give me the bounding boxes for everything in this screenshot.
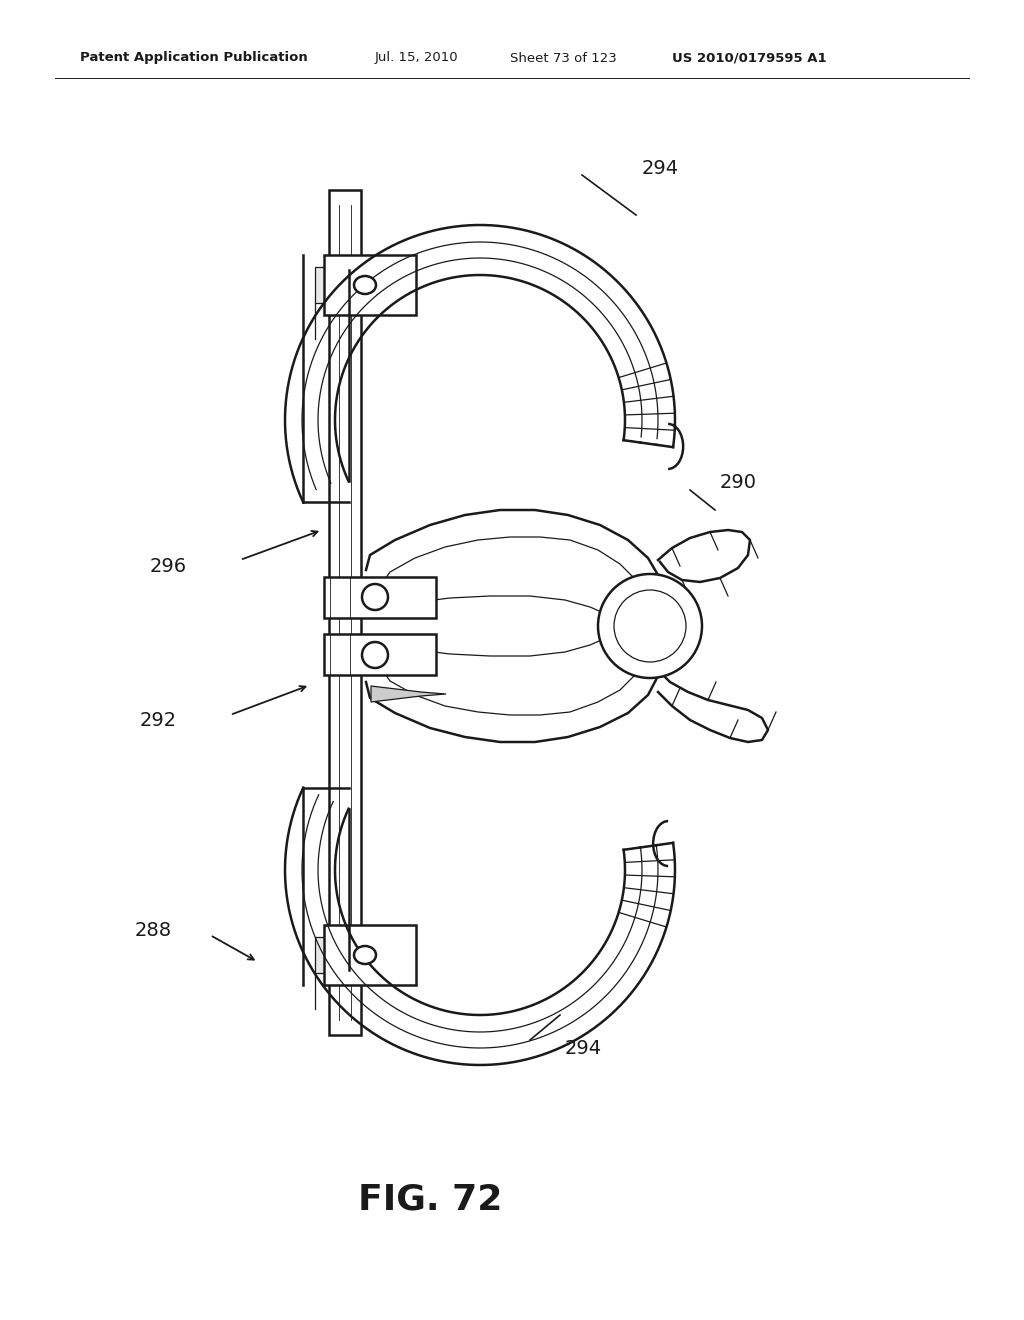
Polygon shape <box>371 686 446 702</box>
Circle shape <box>614 590 686 663</box>
Text: 296: 296 <box>150 557 187 576</box>
Text: FIG. 72: FIG. 72 <box>357 1183 502 1217</box>
Bar <box>324 577 436 618</box>
Text: 288: 288 <box>135 920 172 940</box>
Bar <box>324 634 436 675</box>
Text: US 2010/0179595 A1: US 2010/0179595 A1 <box>672 51 826 65</box>
Text: 292: 292 <box>140 710 177 730</box>
Circle shape <box>362 583 388 610</box>
Circle shape <box>598 574 702 678</box>
Bar <box>315 937 329 973</box>
Bar <box>324 925 416 985</box>
Bar <box>324 255 416 315</box>
Bar <box>329 190 361 1035</box>
Circle shape <box>362 642 388 668</box>
Text: Patent Application Publication: Patent Application Publication <box>80 51 308 65</box>
Ellipse shape <box>354 946 376 964</box>
Text: Jul. 15, 2010: Jul. 15, 2010 <box>375 51 459 65</box>
Ellipse shape <box>354 276 376 294</box>
Bar <box>315 267 329 304</box>
Text: 294: 294 <box>565 1039 602 1057</box>
Text: 290: 290 <box>720 474 757 492</box>
Text: 294: 294 <box>642 158 679 177</box>
Text: Sheet 73 of 123: Sheet 73 of 123 <box>510 51 616 65</box>
